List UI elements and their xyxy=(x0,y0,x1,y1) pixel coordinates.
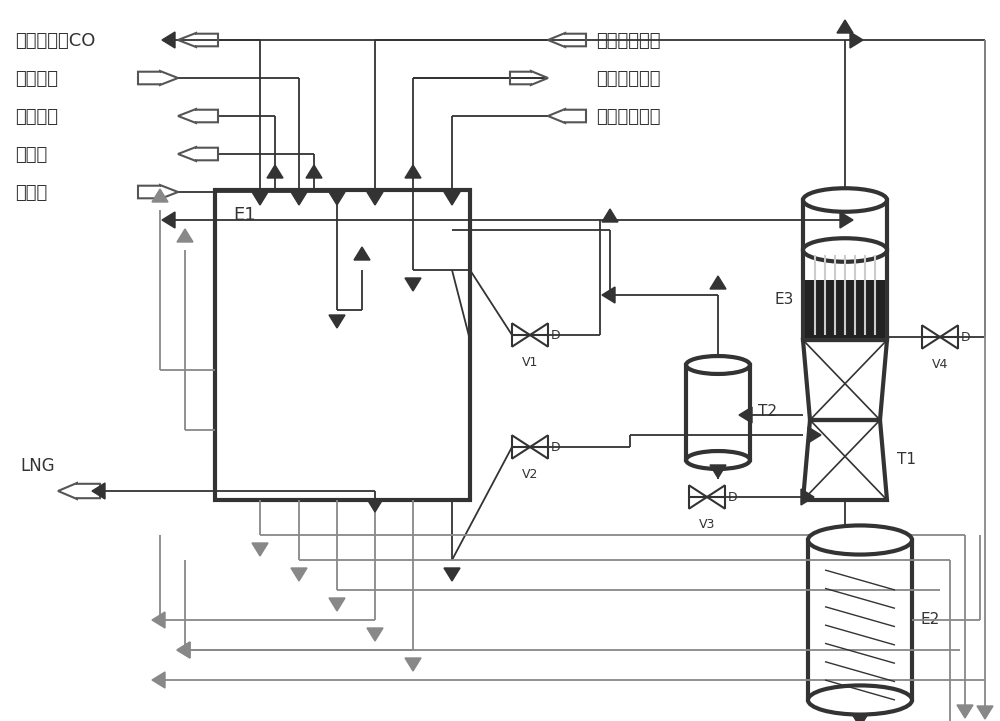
Bar xyxy=(803,250,887,340)
Bar xyxy=(803,200,887,250)
Polygon shape xyxy=(162,212,175,228)
Polygon shape xyxy=(808,427,821,443)
Text: T1: T1 xyxy=(897,453,916,467)
Polygon shape xyxy=(329,315,345,328)
Polygon shape xyxy=(367,499,383,512)
Text: V3: V3 xyxy=(699,518,715,531)
Text: E3: E3 xyxy=(775,293,794,307)
Polygon shape xyxy=(602,209,618,222)
Polygon shape xyxy=(840,212,853,228)
Polygon shape xyxy=(710,465,726,478)
Polygon shape xyxy=(92,483,105,499)
Polygon shape xyxy=(710,276,726,289)
Polygon shape xyxy=(739,407,752,423)
Polygon shape xyxy=(405,278,421,291)
Text: E1: E1 xyxy=(233,206,256,224)
Text: D: D xyxy=(551,329,561,342)
Polygon shape xyxy=(329,598,345,611)
Ellipse shape xyxy=(803,188,887,212)
Text: 气氮出口: 气氮出口 xyxy=(15,108,58,126)
Polygon shape xyxy=(801,489,814,505)
Text: V4: V4 xyxy=(932,358,948,371)
Polygon shape xyxy=(152,672,165,688)
Polygon shape xyxy=(405,658,421,671)
Ellipse shape xyxy=(808,686,912,715)
Text: 气氮入口: 气氮入口 xyxy=(15,70,58,88)
Bar xyxy=(215,190,470,500)
Polygon shape xyxy=(152,612,165,628)
Text: 原料气: 原料气 xyxy=(15,184,47,202)
Polygon shape xyxy=(252,192,268,205)
Text: E2: E2 xyxy=(920,613,939,627)
Polygon shape xyxy=(852,714,868,721)
Polygon shape xyxy=(177,642,190,658)
Bar xyxy=(686,365,750,460)
Polygon shape xyxy=(444,192,460,205)
Text: V1: V1 xyxy=(522,356,538,369)
Text: 混合冷剂出口: 混合冷剂出口 xyxy=(596,70,660,88)
Polygon shape xyxy=(850,32,863,48)
Polygon shape xyxy=(957,705,973,718)
Polygon shape xyxy=(291,568,307,581)
Polygon shape xyxy=(329,192,345,205)
Polygon shape xyxy=(977,706,993,719)
Polygon shape xyxy=(405,165,421,178)
Text: T2: T2 xyxy=(758,404,777,420)
Polygon shape xyxy=(177,229,193,242)
Text: 气相混合冷剂: 气相混合冷剂 xyxy=(596,32,660,50)
Text: 富氢氮气、CO: 富氢氮气、CO xyxy=(15,32,95,50)
Polygon shape xyxy=(162,32,175,48)
Polygon shape xyxy=(177,642,190,658)
Polygon shape xyxy=(306,165,322,178)
Text: D: D xyxy=(961,331,971,344)
Polygon shape xyxy=(367,192,383,205)
Polygon shape xyxy=(602,287,615,303)
Ellipse shape xyxy=(808,526,912,554)
Ellipse shape xyxy=(686,451,750,469)
Ellipse shape xyxy=(803,238,887,262)
Polygon shape xyxy=(367,628,383,641)
Text: V2: V2 xyxy=(522,468,538,481)
Text: 富氢气: 富氢气 xyxy=(15,146,47,164)
Polygon shape xyxy=(252,543,268,556)
Polygon shape xyxy=(291,192,307,205)
Text: LNG: LNG xyxy=(20,457,55,475)
Text: 液相混合冷剂: 液相混合冷剂 xyxy=(596,108,660,126)
Bar xyxy=(805,280,885,340)
Polygon shape xyxy=(267,165,283,178)
Bar xyxy=(808,540,912,700)
Text: D: D xyxy=(551,441,561,454)
Polygon shape xyxy=(444,568,460,581)
Ellipse shape xyxy=(686,356,750,374)
Polygon shape xyxy=(837,20,853,33)
Polygon shape xyxy=(354,247,370,260)
Text: D: D xyxy=(728,491,738,504)
Polygon shape xyxy=(152,189,168,202)
